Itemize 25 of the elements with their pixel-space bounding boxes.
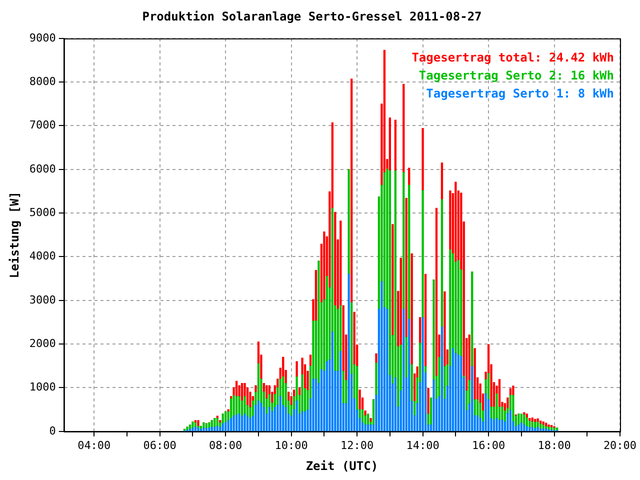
y-axis-title: Leistung [W]: [7, 192, 22, 278]
y-tick-label: 9000: [29, 31, 56, 44]
x-tick-label: 16:00: [472, 438, 506, 452]
y-tick-label: 6000: [29, 162, 56, 176]
y-tick-label: 7000: [29, 118, 56, 132]
x-tick-label: 10:00: [274, 438, 308, 452]
y-tick-label: 1000: [29, 380, 56, 394]
x-axis-title: Zeit (UTC): [306, 458, 378, 473]
text: Tagesertrag Serto 2: 16 kWh: [418, 68, 614, 83]
y-tick-label: 0: [49, 424, 56, 438]
chart-title: Produktion Solaranlage Serto-Gressel 2011-08-27: [142, 9, 482, 24]
x-tick-label: 12:00: [340, 438, 374, 452]
text: Tagesertrag Serto 1: 8 kWh: [426, 86, 614, 101]
x-tick-label: 08:00: [209, 438, 242, 452]
y-tick-label: 2000: [29, 336, 56, 350]
y-tick-label: 5000: [29, 206, 56, 219]
y-tick-label: 8000: [29, 74, 56, 88]
y-tick-label: 4000: [29, 250, 56, 263]
x-tick-label: 04:00: [78, 438, 111, 452]
y-tick-label: 3000: [29, 293, 56, 306]
x-tick-label: 06:00: [143, 438, 176, 452]
x-tick-label: 18:00: [538, 438, 571, 452]
x-tick-label: 14:00: [406, 438, 440, 452]
x-tick-label: 20:00: [603, 438, 637, 452]
series-label: Tagesertrag total: 24.42 kWh: [412, 50, 614, 65]
